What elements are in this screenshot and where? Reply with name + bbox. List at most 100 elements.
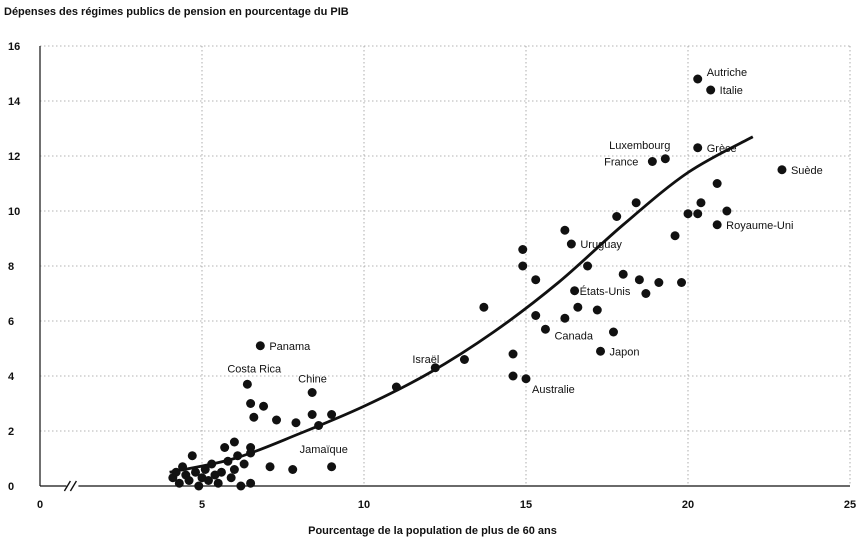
data-point [391,382,401,392]
y-tick-label: 6 [8,316,14,328]
point-label: Italie [720,85,743,97]
data-point [693,209,703,219]
data-point [246,448,256,458]
data-point [194,481,204,491]
data-point [226,473,236,483]
data-point [531,311,541,320]
data-point [171,467,181,477]
data-point [191,467,201,477]
data-point [178,462,188,472]
y-tick-label: 8 [8,261,14,273]
data-point [459,355,469,364]
point-label: Royaume-Uni [726,220,793,232]
y-tick-label: 16 [8,41,20,53]
data-point [223,456,233,466]
x-tick-label: 0 [37,499,43,511]
data-point [272,415,282,425]
point-label: États-Unis [580,285,631,298]
data-point-royaume-uni [712,220,722,230]
data-point [722,206,732,216]
point-label: Jamaïque [300,444,348,456]
point-label: Canada [554,330,593,342]
data-point [696,198,706,208]
data-point [229,465,239,474]
chart-title: Dépenses des régimes publics de pension … [4,6,349,18]
data-point [518,245,528,254]
point-label: Costa Rica [227,363,282,375]
data-point-chine [307,388,317,397]
data-point-luxembourg [660,154,670,164]
data-point [518,261,528,271]
y-tick-label: 0 [8,481,14,493]
data-point [327,410,337,419]
point-label: Israël [412,354,439,366]
data-point [213,478,223,488]
x-tick-label: 10 [358,499,370,511]
data-point [187,451,197,461]
data-point [712,179,722,188]
data-point [560,313,570,323]
point-label: Chine [298,374,327,386]
data-point [249,412,259,422]
data-point [631,198,641,208]
data-point [174,478,184,488]
data-point [683,209,693,219]
data-point-gr-ce [693,143,703,153]
point-label: Grèce [707,143,737,155]
data-point-canada [540,324,550,334]
data-point-autriche [693,74,703,84]
data-point-australie [521,374,531,384]
data-point [592,305,602,315]
data-point [200,465,210,474]
y-tick-label: 12 [8,151,20,163]
data-point [314,421,324,430]
axis-break-mark [69,480,78,492]
axis-break-gap [66,481,79,491]
data-point-japon [596,346,606,356]
x-tick-label: 25 [844,499,856,511]
data-point [207,459,217,469]
data-point [307,410,317,419]
data-point [265,462,275,472]
data-point [573,302,583,312]
data-point [216,467,226,477]
data-point [677,278,687,287]
y-tick-label: 14 [8,96,21,108]
y-tick-label: 4 [8,371,15,383]
y-tick-label: 10 [8,206,20,218]
data-point [229,437,239,447]
data-point [220,443,230,452]
data-point [479,302,489,312]
data-point [608,327,618,337]
data-point [612,212,622,221]
point-label: Panama [269,341,311,353]
data-point-uruguay [566,239,576,249]
data-point--tats-unis [570,286,580,296]
point-label: Japon [610,346,640,358]
data-point [531,275,541,285]
data-point-costa-rica [242,379,252,389]
data-point [246,478,256,488]
data-point [583,261,593,271]
data-point-italie [706,85,716,95]
data-point [184,476,194,485]
x-tick-label: 15 [520,499,532,511]
data-point [618,269,628,279]
data-point [670,231,680,241]
point-label: Autriche [707,67,747,79]
data-point [508,371,518,381]
data-point [654,278,664,287]
data-point-su-de [777,165,787,175]
x-tick-label: 5 [199,499,205,511]
data-point [634,275,644,285]
point-label: Australie [532,384,575,396]
trend-line [169,135,754,474]
point-label: Luxembourg [609,140,670,152]
point-label: Uruguay [580,239,622,251]
data-point-france [647,157,657,166]
data-point [291,418,301,428]
data-point [560,225,570,235]
data-point [288,465,298,474]
data-point [259,401,269,411]
